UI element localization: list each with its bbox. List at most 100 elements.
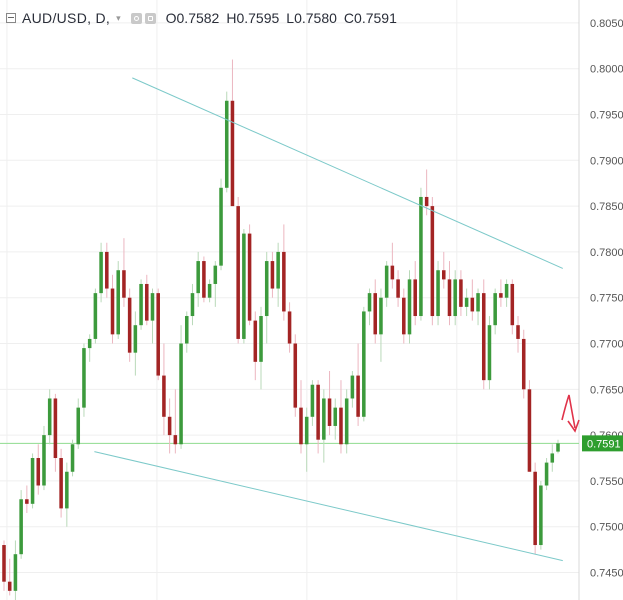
annotation-arrow-icon — [561, 394, 576, 429]
candle-body — [442, 270, 446, 280]
candle-body — [13, 554, 18, 591]
y-tick-label: 0.8050 — [590, 18, 623, 30]
candle-body — [25, 499, 29, 504]
trendline — [94, 451, 563, 562]
symbol-label[interactable]: AUD/USD, D, — [22, 10, 111, 26]
candle-body — [516, 325, 520, 339]
candle-body — [499, 293, 503, 298]
candle-body — [367, 293, 372, 312]
candle-body — [167, 416, 172, 436]
y-tick-label: 0.7450 — [590, 568, 623, 580]
candle-body — [264, 261, 269, 317]
candle-body — [2, 545, 6, 582]
candle-body — [110, 288, 115, 335]
y-tick-label: 0.7700 — [590, 339, 623, 351]
candle-body — [356, 375, 360, 417]
candle-body — [145, 283, 149, 321]
candle-body — [213, 265, 218, 284]
candle-body — [99, 251, 103, 294]
candle-body — [436, 270, 440, 317]
annotation-arrowhead-icon — [567, 419, 580, 433]
candle-body — [310, 384, 315, 417]
candle-body — [47, 398, 52, 436]
candle-body — [202, 261, 206, 298]
y-tick-label: 0.7950 — [590, 110, 623, 122]
candle-body — [344, 398, 349, 445]
candle-body — [384, 265, 389, 298]
last-price-label: 0.7591 — [587, 438, 621, 450]
candle-body — [293, 343, 298, 408]
candle-body — [379, 297, 383, 335]
y-tick-label: 0.7850 — [590, 201, 623, 213]
candle-body — [76, 407, 81, 445]
candle-body — [544, 462, 549, 486]
eye-icon[interactable] — [130, 12, 142, 24]
y-tick-label: 0.7500 — [590, 522, 623, 534]
candle-body — [459, 279, 463, 307]
candle-body — [430, 206, 435, 317]
candle-body — [173, 435, 178, 445]
candle-body — [327, 398, 332, 426]
candle-body — [156, 293, 160, 376]
candle-body — [362, 311, 366, 417]
candle-body — [133, 325, 138, 353]
candle-body — [476, 293, 480, 312]
candle-body — [424, 196, 429, 207]
candle-body — [247, 233, 252, 321]
candle-body — [550, 453, 555, 463]
candle-body — [53, 398, 58, 459]
candle-body — [65, 471, 69, 509]
collapse-icon[interactable] — [6, 13, 16, 23]
candle-body — [127, 297, 132, 353]
candle-body — [316, 384, 320, 440]
candle-body — [70, 444, 75, 472]
candle-body — [470, 297, 475, 312]
y-tick-label: 0.7550 — [590, 476, 623, 488]
candle-body — [179, 343, 183, 445]
ohlc-open: O0.7582 — [165, 10, 220, 26]
candle-body — [339, 407, 343, 445]
candle-body — [533, 471, 537, 546]
chevron-down-icon[interactable]: ▾ — [116, 12, 121, 23]
gear-icon[interactable] — [144, 12, 156, 24]
candle-body — [333, 407, 338, 426]
candle-body — [116, 270, 120, 335]
candle-body — [527, 389, 532, 472]
candle-body — [556, 443, 560, 452]
candle-body — [207, 283, 212, 298]
candle-body — [87, 338, 92, 349]
candle-body — [487, 325, 492, 381]
ohlc-high: H0.7595 — [226, 10, 280, 26]
candle-body — [407, 279, 412, 335]
y-tick-label: 0.7650 — [590, 384, 623, 396]
candle-body — [242, 233, 246, 339]
candle-body — [230, 100, 235, 207]
candle-body — [396, 279, 400, 298]
candle-body — [122, 270, 126, 298]
candle-body — [196, 261, 200, 294]
candle-body — [322, 398, 326, 440]
candle-body — [82, 348, 86, 408]
candle-body — [150, 293, 155, 321]
candle-body — [253, 320, 258, 362]
candle-body — [493, 293, 497, 326]
candle-body — [30, 458, 35, 504]
candle-body — [481, 293, 486, 381]
candle-body — [413, 279, 417, 317]
candle-body — [304, 416, 309, 445]
y-tick-label: 0.7800 — [590, 247, 623, 259]
candle-body — [42, 435, 46, 486]
candle-body — [105, 251, 109, 289]
candle-body — [7, 581, 12, 591]
candle-body — [236, 206, 240, 339]
candle-body — [139, 283, 143, 326]
candle-body — [93, 293, 98, 339]
candle-body — [390, 265, 395, 280]
candle-body — [510, 283, 515, 326]
candle-body — [36, 458, 41, 486]
candle-body — [453, 279, 457, 317]
candle-body — [521, 338, 526, 390]
candle-body — [419, 196, 423, 317]
